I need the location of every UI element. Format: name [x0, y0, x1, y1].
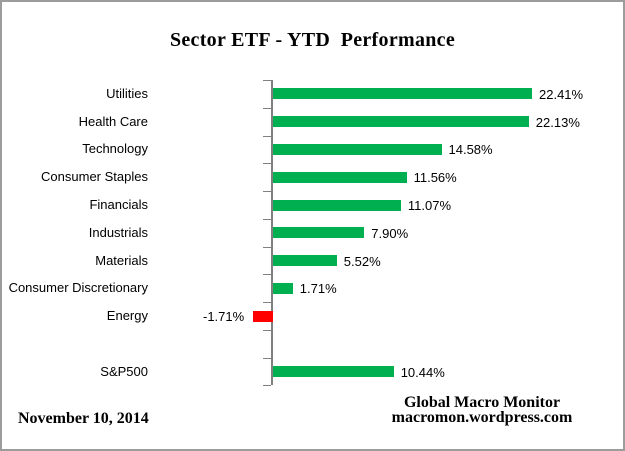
tick-mark [263, 163, 271, 164]
tick-mark [263, 358, 271, 359]
category-label: Consumer Staples [41, 169, 148, 184]
category-label: Energy [106, 308, 148, 323]
value-label: 5.52% [343, 254, 381, 269]
bar [273, 116, 529, 128]
bar [273, 366, 394, 378]
value-label: 22.13% [535, 115, 580, 130]
category-axis-line [271, 80, 273, 386]
bar [273, 255, 337, 266]
tick-mark [263, 219, 271, 220]
category-label: Materials [95, 253, 148, 268]
bar [273, 227, 365, 239]
tick-mark [263, 191, 271, 192]
footer-source: Global Macro Monitor macromon.wordpress.… [372, 394, 592, 426]
value-label: 7.90% [371, 226, 409, 241]
value-label: 11.56% [413, 170, 457, 185]
category-label: Consumer Discretionary [8, 280, 148, 295]
value-label: 14.58% [448, 142, 493, 157]
footer-date: November 10, 2014 [18, 410, 149, 427]
tick-mark [263, 330, 271, 331]
value-label: -1.71% [202, 309, 245, 324]
value-label: 11.07% [407, 198, 452, 213]
tick-mark [263, 302, 271, 303]
category-label: Financials [89, 197, 148, 212]
value-label: 10.44% [400, 365, 445, 380]
bar [273, 88, 532, 100]
value-label: 1.71% [299, 281, 337, 296]
tick-mark [263, 274, 271, 275]
bar [253, 310, 273, 322]
chart-title: Sector ETF - YTD Performance [169, 29, 456, 51]
category-label: Industrials [88, 225, 148, 240]
footer-source-url: macromon.wordpress.com [391, 409, 573, 426]
tick-mark [263, 108, 271, 109]
category-label: Health Care [78, 114, 148, 129]
tick-mark [263, 385, 271, 386]
category-label: S&P500 [100, 364, 148, 379]
tick-mark [263, 80, 271, 81]
tick-mark [263, 247, 271, 248]
footer-source-name: Global Macro Monitor [403, 394, 561, 411]
bar [273, 171, 407, 183]
value-label: 22.41% [539, 87, 584, 102]
tick-mark [263, 136, 271, 137]
category-label: Technology [82, 141, 148, 156]
bar [273, 199, 401, 211]
category-label: Utilities [106, 86, 148, 101]
bar [273, 282, 293, 294]
bar [273, 143, 442, 155]
